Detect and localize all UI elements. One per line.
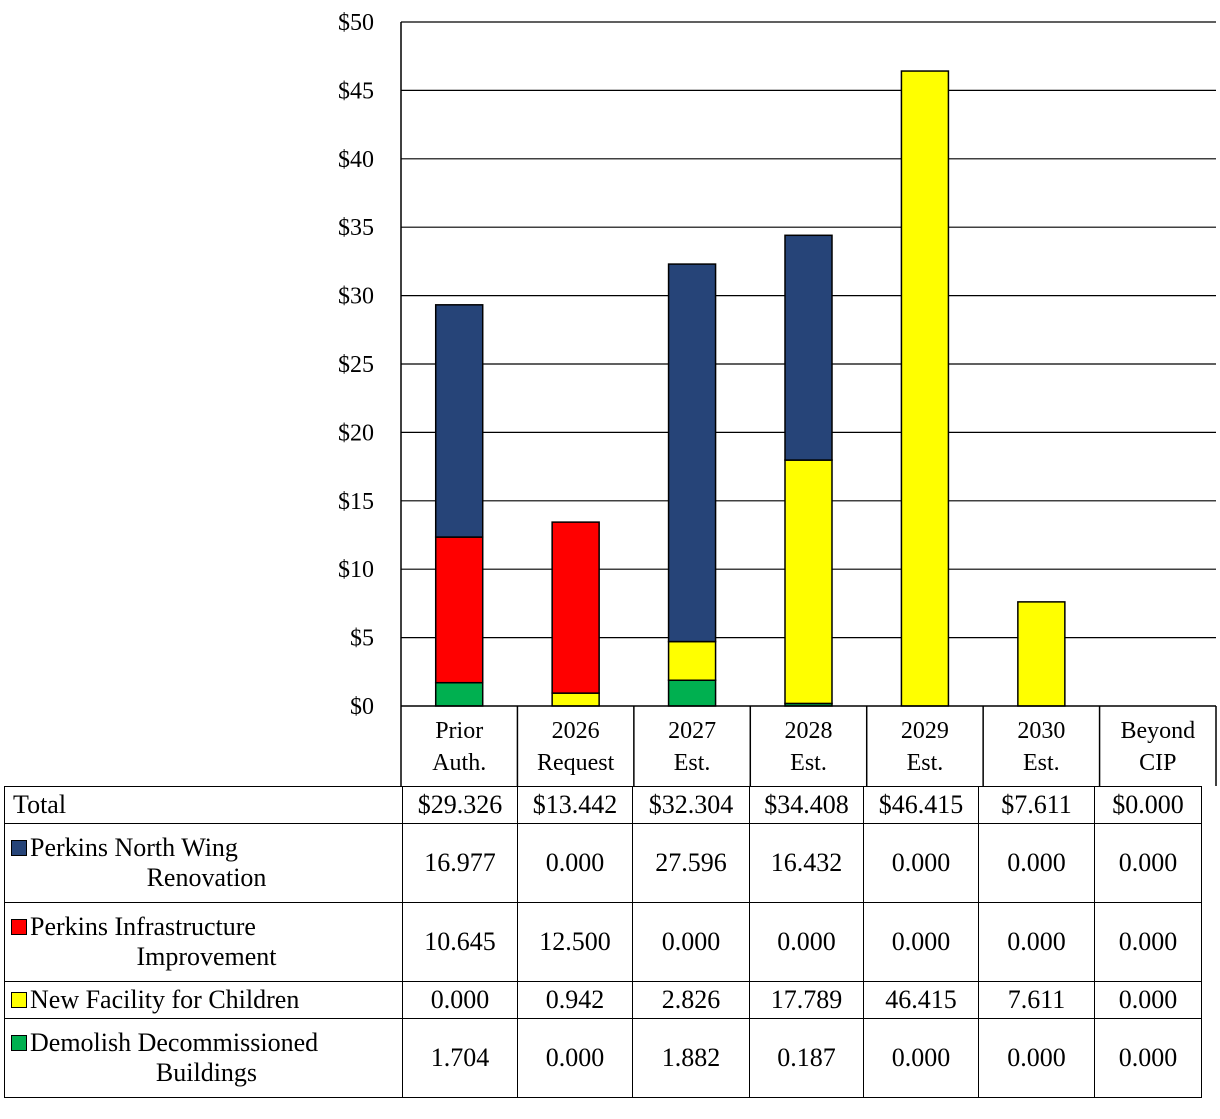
data-value: 0.000: [517, 1018, 633, 1098]
x-tick-label: Prior Auth.: [432, 718, 486, 776]
total-value: $34.408: [749, 786, 864, 824]
data-value: 0.000: [1094, 1018, 1202, 1098]
total-value: $0.000: [1094, 786, 1202, 824]
table-row: Perkins Infrastructure Improvement 10.645 1…: [4, 902, 1202, 982]
x-tick-label: 2029 Est.: [901, 718, 949, 776]
y-tick-label: $0: [350, 694, 374, 720]
data-value: 0.000: [863, 823, 979, 903]
data-value: 7.611: [978, 981, 1095, 1019]
series-label: Perkins Infrastructure Improvement: [4, 902, 403, 982]
table-row: Demolish Decommissioned Buildings 1.704 0.0…: [4, 1018, 1202, 1098]
y-tick-label: $45: [338, 78, 374, 104]
data-value: 0.000: [1094, 902, 1202, 982]
bar-segment: [667, 263, 717, 643]
y-tick-label: $35: [338, 215, 374, 241]
series-name-line: Perkins Infrastructure: [30, 912, 256, 941]
total-value: $13.442: [517, 786, 633, 824]
x-tick-label: 2026 Request: [537, 718, 615, 776]
data-value: 10.645: [402, 902, 518, 982]
data-value: 0.000: [517, 823, 633, 903]
series-name-line: Perkins North Wing: [30, 833, 238, 862]
x-axis-categories: Prior Auth. 2026 Request 2027 Est. 2028 Est. 202…: [400, 706, 1217, 786]
table-row: New Facility for Children 0.000 0.942 2.826…: [4, 981, 1202, 1019]
y-tick-label: $25: [338, 352, 374, 378]
data-value: 0.000: [749, 902, 864, 982]
x-tick-label: 2030 Est.: [1017, 718, 1065, 776]
data-table: Total $29.326 $13.442 $32.304 $34.408 $46.415…: [4, 786, 1202, 1098]
data-value: 0.942: [517, 981, 633, 1019]
data-value: 0.000: [978, 902, 1095, 982]
x-tick-label: 2028 Est.: [785, 718, 833, 776]
series-name-line: Improvement: [136, 942, 277, 971]
series-name-line: Buildings: [155, 1058, 258, 1087]
bar-segment: [434, 536, 484, 684]
y-tick-label: $50: [338, 10, 374, 36]
bar-segment: [784, 234, 833, 461]
series-name-line: Renovation: [146, 863, 267, 892]
legend-swatch: [11, 1035, 27, 1052]
bar-segment: [551, 521, 600, 694]
data-value: 46.415: [863, 981, 979, 1019]
y-tick-label: $15: [338, 489, 374, 515]
bar-segment: [434, 681, 484, 707]
series-label: Perkins North Wing Renovation: [4, 823, 403, 903]
data-value: 16.432: [749, 823, 864, 903]
total-value: $7.611: [978, 786, 1095, 824]
legend-swatch: [11, 919, 27, 936]
data-value: 1.882: [632, 1018, 750, 1098]
series-name-line: New Facility for Children: [30, 985, 300, 1014]
x-tick-label: Beyond CIP: [1120, 718, 1195, 776]
legend-swatch: [11, 992, 27, 1009]
bar-segment: [1017, 601, 1066, 707]
bar-segment: [784, 459, 833, 705]
x-tick-label: 2027 Est.: [668, 718, 716, 776]
data-value: 12.500: [517, 902, 633, 982]
legend-swatch: [11, 840, 27, 857]
data-value: 16.977: [402, 823, 518, 903]
y-tick-label: $30: [338, 284, 374, 310]
bar-segment: [551, 692, 600, 707]
data-value: 0.000: [402, 981, 518, 1019]
stacked-bar-chart: $0 $5 $10 $15 $20 $25 $30 $35 $40 $45 $50 Prior Aut…: [338, 10, 1217, 786]
table-row-total: Total $29.326 $13.442 $32.304 $34.408 $46.415…: [4, 786, 1202, 824]
data-value: 2.826: [632, 981, 750, 1019]
data-value: 0.000: [1094, 981, 1202, 1019]
y-tick-label: $40: [338, 147, 374, 173]
data-value: 0.000: [1094, 823, 1202, 903]
total-value: $46.415: [863, 786, 979, 824]
data-value: 0.000: [632, 902, 750, 982]
total-label: Total: [4, 786, 403, 824]
y-axis: $0 $5 $10 $15 $20 $25 $30 $35 $40 $45 $50: [338, 10, 1216, 720]
data-value: 0.187: [749, 1018, 864, 1098]
y-tick-label: $20: [338, 420, 374, 446]
series-label: Demolish Decommissioned Buildings: [4, 1018, 403, 1098]
data-value: 0.000: [978, 1018, 1095, 1098]
data-value: 0.000: [863, 902, 979, 982]
series-name-line: Demolish Decommissioned: [30, 1028, 319, 1057]
table-row: Perkins North Wing Renovation 16.977 0.000 2…: [4, 823, 1202, 903]
bar-segment: [900, 70, 950, 707]
bar-segment: [667, 640, 717, 682]
y-tick-label: $5: [350, 626, 374, 652]
data-value: 27.596: [632, 823, 750, 903]
bar-segment: [434, 304, 484, 538]
bars: [434, 70, 1066, 707]
data-value: 17.789: [749, 981, 864, 1019]
data-value: 1.704: [402, 1018, 518, 1098]
data-value: 0.000: [978, 823, 1095, 903]
bar-segment: [667, 679, 717, 707]
data-value: 0.000: [863, 1018, 979, 1098]
y-tick-label: $10: [338, 557, 374, 583]
total-value: $29.326: [402, 786, 518, 824]
total-value: $32.304: [632, 786, 750, 824]
series-label: New Facility for Children: [4, 981, 403, 1019]
